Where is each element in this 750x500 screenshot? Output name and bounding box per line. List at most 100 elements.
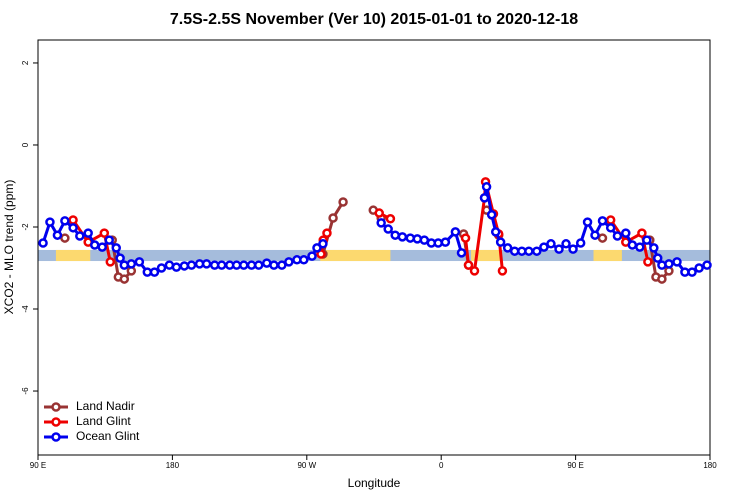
series-point (186, 260, 197, 270)
series-point (524, 246, 534, 256)
series-point (397, 232, 408, 242)
series-point (105, 257, 116, 267)
land-span (320, 249, 391, 262)
y-tick-label: 0 (21, 142, 30, 147)
series-line (110, 201, 671, 281)
series-point (497, 266, 508, 276)
x-tick-label: 90 E (30, 461, 46, 470)
series-point (60, 216, 70, 226)
legend-marker (51, 417, 61, 427)
series-point (627, 240, 638, 250)
series-point (463, 260, 474, 270)
legend-label: Ocean Glint (76, 429, 140, 443)
series-point (328, 213, 338, 223)
series-point (502, 243, 513, 253)
series-point (68, 223, 78, 233)
series-point (338, 197, 348, 207)
series-point (605, 215, 616, 225)
series-point (316, 249, 326, 259)
series-point (554, 244, 564, 254)
series-point (38, 238, 48, 248)
series-point (45, 217, 55, 227)
x-tick-label: 90 E (567, 461, 583, 470)
series-point (490, 227, 501, 237)
legend-label: Land Glint (76, 414, 131, 428)
series-point (253, 260, 264, 270)
series-point (277, 260, 287, 270)
series-point (694, 263, 704, 273)
plot-frame (37, 39, 711, 456)
series-point (657, 274, 667, 284)
x-tick-label: 180 (703, 461, 717, 470)
series-point (546, 239, 556, 249)
series-point (481, 182, 492, 192)
series-point (539, 242, 549, 252)
legend-marker (51, 432, 61, 442)
series-point (111, 243, 122, 253)
series-point (201, 259, 212, 269)
series-point (119, 274, 130, 284)
series-point (433, 238, 443, 248)
series-point (390, 230, 400, 240)
land-span (55, 249, 91, 262)
series-point (383, 224, 393, 234)
series-point (171, 262, 182, 272)
x-axis-label: Longitude (348, 476, 401, 490)
series-point (52, 230, 63, 240)
series-point (450, 227, 461, 237)
series-point (75, 231, 85, 241)
series-point (307, 251, 317, 261)
series-point (612, 231, 623, 241)
series-point (568, 244, 578, 254)
series-point (60, 233, 70, 243)
legend-label: Land Nadir (76, 399, 135, 413)
y-tick-label: -4 (21, 305, 30, 313)
series-point (440, 237, 451, 247)
land-span (593, 249, 622, 262)
series-point (97, 242, 107, 252)
series-point (115, 253, 125, 263)
series-point (469, 266, 480, 276)
series-point (486, 209, 497, 220)
series-point (643, 257, 653, 267)
series-point (134, 257, 145, 267)
series-point (637, 228, 647, 238)
series-point (149, 267, 160, 277)
series-point (590, 230, 600, 240)
x-tick-label: 90 W (297, 461, 316, 470)
series-point (89, 240, 100, 250)
series-point (312, 243, 322, 253)
series-point (532, 246, 542, 256)
series-point (99, 228, 110, 238)
series-point (216, 260, 227, 270)
y-tick-label: 2 (21, 60, 30, 65)
series-point (322, 228, 332, 238)
series-point (460, 233, 471, 243)
series-point (376, 218, 386, 228)
series-point (582, 217, 593, 227)
chart-title: 7.5S-2.5S November (Ver 10) 2015-01-01 t… (170, 11, 578, 28)
series-point (179, 261, 190, 271)
x-tick-label: 180 (166, 461, 180, 470)
series-point (561, 239, 571, 249)
series-point (239, 260, 249, 270)
x-tick-label: 0 (439, 461, 444, 470)
series-point (664, 259, 674, 269)
series-point (68, 215, 78, 225)
series-point (687, 267, 697, 277)
legend-marker (51, 402, 61, 412)
series-point (597, 233, 608, 243)
series-point (649, 243, 659, 253)
series-point (479, 193, 490, 203)
series-point (374, 208, 384, 218)
series-point (652, 253, 663, 263)
series-point (456, 248, 467, 258)
series-point (156, 263, 167, 273)
series-point (597, 216, 608, 226)
series-point (299, 255, 309, 265)
series-point (672, 257, 682, 267)
series-point (635, 242, 645, 252)
series-point (269, 260, 279, 270)
series-point (318, 239, 328, 249)
